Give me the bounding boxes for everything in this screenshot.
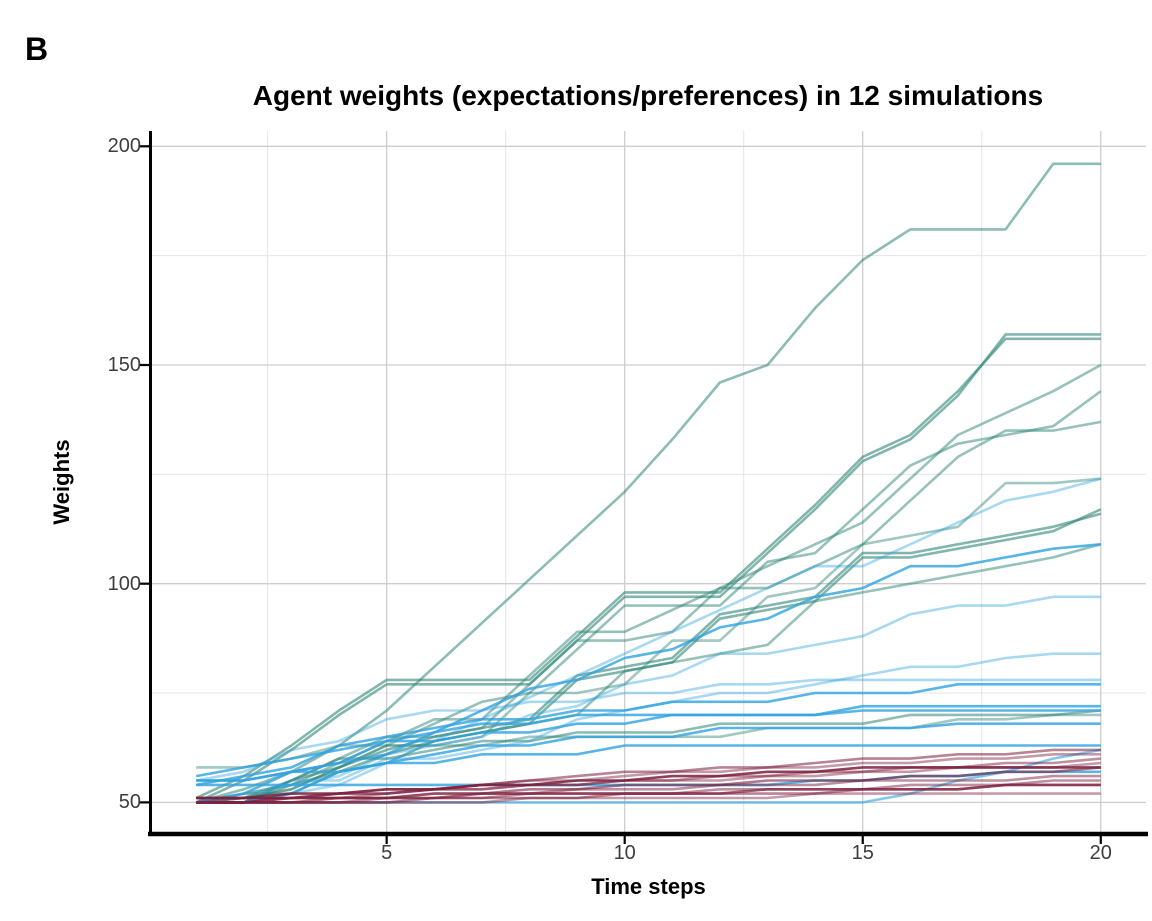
x-tick-label: 15 [851,842,874,864]
y-axis-title: Weights [49,439,74,525]
chart-title: Agent weights (expectations/preferences)… [252,80,1044,111]
series-line-sim-teal-3 [195,337,1101,800]
x-axis-title: Time steps [591,874,706,899]
series-line-sim-teal-1 [195,162,1101,804]
y-tick-label: 100 [107,572,141,595]
x-tick-label: 20 [1089,842,1112,864]
series-line-sim-blue-10 [196,744,1101,782]
series-line-sim-blue-1 [196,477,1102,804]
series-line-sim-blue-2 [196,543,1101,782]
series-line-sim-red-10 [196,792,1101,804]
y-tick-label: 150 [107,354,141,376]
series-line-sim-teal-9 [196,512,1102,800]
series-line-sim-blue-6 [195,682,1101,787]
series-line-sim-red-11 [196,774,1101,804]
x-tick-label: 10 [613,842,636,864]
series-line-sim-blue-3 [195,595,1101,804]
series-line-sim-blue-5 [195,678,1101,782]
series-line-sim-blue-7 [195,704,1101,804]
x-tick-label: 5 [381,842,393,864]
y-tick-label: 200 [107,135,141,158]
y-tick-label: 50 [118,791,141,814]
series-line-sim-teal-2 [195,333,1101,804]
series-line-sim-blue-8 [195,709,1101,778]
series-line-sim-teal-6 [196,420,1102,804]
series-line-sim-red-6 [196,766,1101,800]
panel-label: B [25,31,49,67]
